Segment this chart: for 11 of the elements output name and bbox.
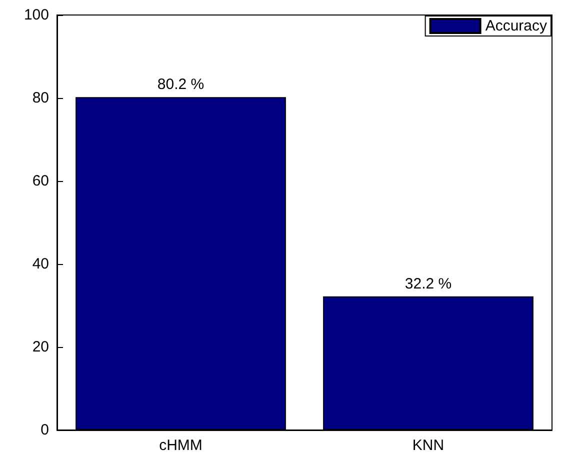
y-tick-label: 0 bbox=[40, 422, 49, 438]
y-tick-label: 80 bbox=[32, 90, 49, 106]
y-tick-label: 40 bbox=[32, 256, 49, 272]
legend-label: Accuracy bbox=[485, 18, 548, 34]
data-label: 80.2 % bbox=[157, 76, 204, 94]
x-tick-label: KNN bbox=[412, 437, 444, 454]
data-label: 32.2 % bbox=[404, 275, 452, 292]
y-tick-label: 20 bbox=[32, 338, 49, 356]
y-tick-label: 60 bbox=[32, 172, 49, 190]
y-tick-label: 100 bbox=[24, 6, 49, 24]
x-tick-label: cHMM bbox=[159, 437, 202, 454]
